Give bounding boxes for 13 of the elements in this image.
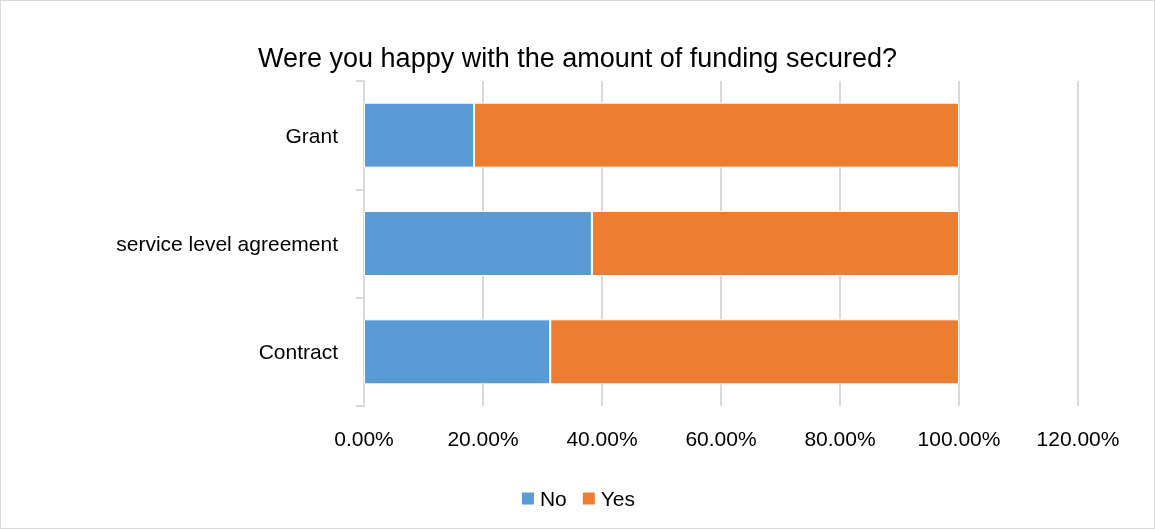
x-tick-label: 60.00% <box>685 427 757 450</box>
chart-title: Were you happy with the amount of funding secured? <box>258 42 897 73</box>
legend-label: Yes <box>600 487 636 510</box>
y-tick-label: Grant <box>285 123 339 147</box>
x-tick-label: 120.00% <box>1036 427 1120 450</box>
x-tick-label: 0.00% <box>334 427 394 450</box>
x-tick-label: 20.00% <box>447 427 519 450</box>
x-tick-label: 80.00% <box>804 427 876 450</box>
y-tick-label: Contract <box>258 340 339 364</box>
legend-label: No <box>539 487 567 510</box>
x-tick-label: 100.00% <box>917 427 1001 450</box>
y-tick-label: service level agreement <box>116 232 339 255</box>
x-tick-label: 40.00% <box>566 427 638 450</box>
